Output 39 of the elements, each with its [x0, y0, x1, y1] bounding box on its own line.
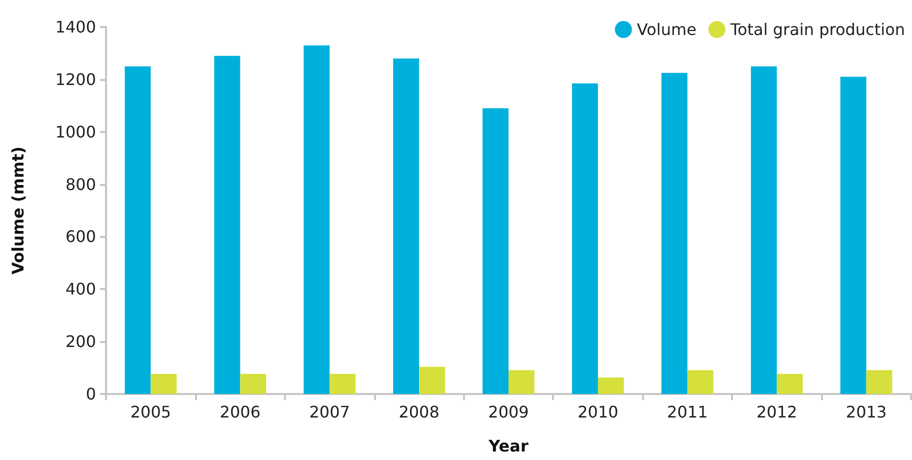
x-tick-label: 2006 — [220, 402, 261, 422]
y-tick-label: 600 — [65, 227, 96, 246]
legend-label: Volume — [636, 20, 696, 39]
bar — [393, 58, 420, 394]
x-tick-label: 2009 — [488, 402, 529, 422]
y-tick-label: 800 — [65, 174, 96, 194]
x-tick-label: 2007 — [309, 402, 350, 422]
bar — [508, 370, 534, 394]
bar — [304, 45, 330, 394]
bar — [214, 56, 240, 394]
bar — [687, 370, 714, 394]
y-tick-label: 1000 — [55, 122, 96, 142]
bar — [840, 76, 866, 394]
y-tick-label: 1200 — [55, 70, 96, 89]
x-tick-label: 2012 — [756, 402, 798, 422]
bar — [572, 83, 598, 394]
legend-label: Total grain production — [729, 20, 905, 39]
y-tick-label: 1400 — [55, 18, 96, 36]
y-axis-title: Volume (mmt) — [8, 146, 28, 275]
x-axis-title: Year — [488, 436, 528, 456]
x-tick-label: 2011 — [667, 402, 708, 422]
bar — [598, 377, 624, 394]
x-tick-label: 2008 — [398, 402, 440, 422]
bar — [150, 374, 177, 394]
y-tick-label: 0 — [86, 384, 96, 404]
bar — [330, 374, 356, 394]
x-tick-label: 2005 — [130, 402, 172, 422]
x-tick-label: 2010 — [578, 402, 618, 422]
x-tick-label: 2013 — [846, 402, 887, 422]
bar — [240, 374, 266, 394]
bar — [419, 366, 445, 394]
bar — [124, 66, 151, 394]
bar — [866, 370, 892, 394]
bar — [776, 374, 803, 394]
y-tick-label: 200 — [65, 332, 96, 352]
bar — [661, 72, 688, 394]
bar — [482, 108, 508, 394]
bar — [750, 66, 777, 394]
y-tick-label: 400 — [65, 280, 96, 299]
